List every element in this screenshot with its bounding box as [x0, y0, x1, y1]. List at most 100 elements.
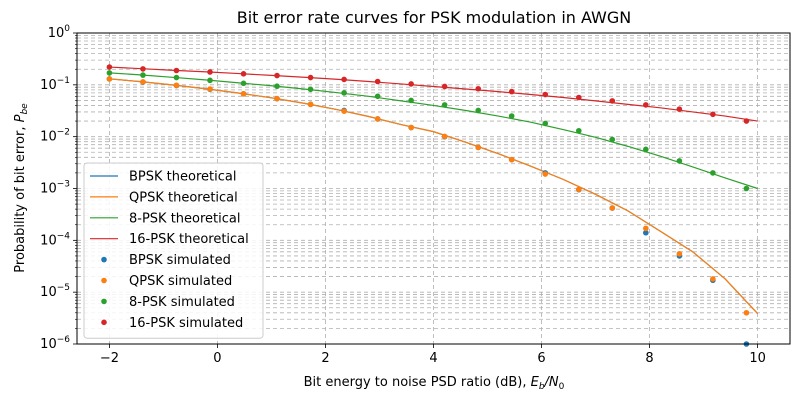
point-6-3: [207, 77, 213, 84]
point-5-0: [106, 76, 113, 82]
point-7-10: [441, 83, 448, 90]
point-5-3: [207, 86, 213, 92]
x-tick-label-0: −2: [100, 351, 119, 366]
point-6-14: [576, 127, 582, 134]
chart-title: Bit error rate curves for PSK modulation…: [237, 8, 632, 27]
point-7-0: [106, 64, 113, 70]
point-7-18: [710, 111, 716, 118]
point-7-7: [341, 76, 347, 83]
point-6-8: [374, 93, 381, 100]
point-7-17: [676, 106, 683, 112]
point-5-12: [508, 156, 515, 163]
point-7-3: [207, 69, 213, 75]
legend-label-6: 8-PSK simulated: [129, 295, 235, 310]
point-5-6: [307, 101, 314, 108]
point-6-18: [710, 170, 716, 176]
x-axis-ticks: −2 0 2 4 6 8 10: [100, 344, 766, 366]
legend-swatch-5: [101, 277, 107, 284]
point-7-8: [374, 78, 381, 85]
x-tick-label-2: 2: [321, 351, 329, 366]
y-tick-label-2: 10−4: [40, 231, 70, 248]
point-6-15: [609, 136, 616, 143]
legend-swatch-6: [101, 298, 107, 305]
legend-swatch-7: [101, 319, 107, 326]
point-6-13: [542, 120, 549, 127]
point-7-13: [542, 91, 549, 98]
legend-label-0: BPSK theoretical: [129, 170, 236, 185]
point-7-5: [274, 72, 280, 79]
series-lines: [109, 66, 759, 314]
point-6-19: [743, 185, 750, 192]
point-5-14: [576, 186, 582, 193]
point-6-1: [140, 72, 146, 78]
point-6-16: [643, 146, 649, 153]
point-5-1: [140, 79, 146, 85]
point-7-15: [609, 98, 616, 104]
point-7-9: [408, 81, 414, 87]
point-7-1: [140, 66, 146, 72]
legend-label-2: 8-PSK theoretical: [129, 211, 241, 226]
legend-label-5: QPSK simulated: [129, 274, 232, 289]
point-5-8: [374, 116, 381, 122]
point-7-6: [307, 74, 314, 81]
point-7-11: [475, 85, 482, 92]
point-6-12: [508, 113, 515, 119]
y-axis-ticks: 10−6 10−5 10−4 10−3 10−2 10−1 100: [40, 24, 77, 352]
legend: BPSK theoretical QPSK theoretical 8-PSK th…: [83, 162, 264, 339]
point-5-10: [441, 133, 448, 140]
point-6-0: [106, 70, 113, 76]
x-tick-label-5: 8: [645, 351, 653, 366]
point-6-5: [274, 83, 280, 90]
point-7-4: [240, 71, 247, 77]
point-6-4: [240, 80, 247, 87]
point-5-16: [643, 225, 649, 232]
point-6-17: [676, 158, 683, 164]
legend-box: [83, 162, 264, 339]
legend-label-4: BPSK simulated: [129, 253, 231, 268]
point-5-7: [341, 108, 347, 114]
point-5-5: [274, 95, 280, 102]
y-tick-label-3: 10−3: [40, 180, 70, 197]
point-7-12: [508, 88, 515, 95]
point-7-19: [743, 118, 750, 124]
point-6-11: [475, 107, 482, 114]
point-7-16: [643, 102, 649, 108]
series-line-3: [109, 66, 758, 122]
point-6-6: [307, 86, 314, 93]
x-tick-label-6: 10: [749, 351, 766, 366]
y-tick-label-0: 10−6: [40, 335, 70, 352]
y-tick-label-5: 10−1: [40, 76, 70, 93]
y-tick-label-1: 10−5: [40, 283, 70, 300]
x-tick-label-4: 6: [537, 351, 545, 366]
point-6-2: [173, 74, 180, 81]
point-5-17: [676, 250, 683, 257]
legend-swatch-4: [101, 256, 107, 263]
point-7-14: [576, 94, 582, 101]
y-tick-label-4: 10−2: [40, 128, 70, 145]
y-tick-label-6: 100: [48, 24, 71, 41]
point-5-19: [743, 309, 750, 316]
series-line-1: [109, 78, 759, 314]
point-5-18: [710, 276, 716, 282]
point-5-15: [609, 205, 616, 211]
legend-label-1: QPSK theoretical: [129, 190, 238, 205]
series-line-2: [109, 72, 758, 190]
point-5-9: [408, 124, 414, 131]
x-tick-label-3: 4: [429, 351, 437, 366]
point-6-9: [408, 97, 414, 104]
x-axis-label: Bit energy to noise PSD ratio (dB), Eb/N…: [304, 375, 565, 392]
x-tick-label-1: 0: [213, 351, 221, 366]
y-axis-label: Probability of bit error, Pbe: [13, 103, 30, 273]
point-6-7: [341, 90, 347, 96]
legend-label-3: 16-PSK theoretical: [129, 232, 249, 247]
legend-label-7: 16-PSK simulated: [129, 316, 243, 331]
point-7-2: [173, 67, 180, 74]
point-5-4: [240, 91, 247, 97]
point-5-11: [475, 144, 482, 151]
point-5-13: [542, 171, 549, 177]
point-4-16: [643, 229, 649, 236]
point-6-10: [441, 102, 448, 108]
point-5-2: [173, 82, 180, 89]
series-points: [106, 64, 750, 347]
